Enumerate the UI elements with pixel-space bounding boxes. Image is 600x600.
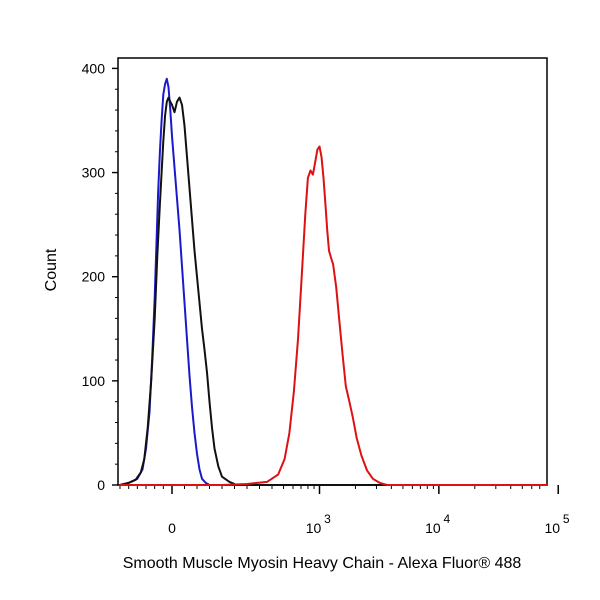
y-tick-label: 200 bbox=[82, 269, 106, 285]
y-tick-label: 100 bbox=[82, 373, 106, 389]
x-tick-exponent: 3 bbox=[324, 512, 331, 526]
plot-frame bbox=[117, 57, 548, 486]
y-axis-label: Count bbox=[43, 248, 60, 291]
y-axis: 0 100 200 300 400 bbox=[82, 60, 118, 493]
y-tick-label: 0 bbox=[97, 477, 105, 493]
x-tick-label: 0 bbox=[168, 520, 176, 536]
histogram-series-2 bbox=[119, 96, 548, 486]
x-tick-label: 10 bbox=[425, 520, 441, 536]
x-tick-exponent: 5 bbox=[563, 512, 570, 526]
y-tick-label: 300 bbox=[82, 165, 106, 181]
series-layer bbox=[119, 77, 548, 486]
x-tick-label: 10 bbox=[544, 520, 560, 536]
histogram-series-3 bbox=[119, 145, 548, 486]
y-tick-label: 400 bbox=[82, 60, 106, 76]
x-tick-label: 10 bbox=[306, 520, 322, 536]
x-axis-label: Smooth Muscle Myosin Heavy Chain - Alexa… bbox=[123, 555, 522, 572]
x-tick-exponent: 4 bbox=[444, 512, 451, 526]
